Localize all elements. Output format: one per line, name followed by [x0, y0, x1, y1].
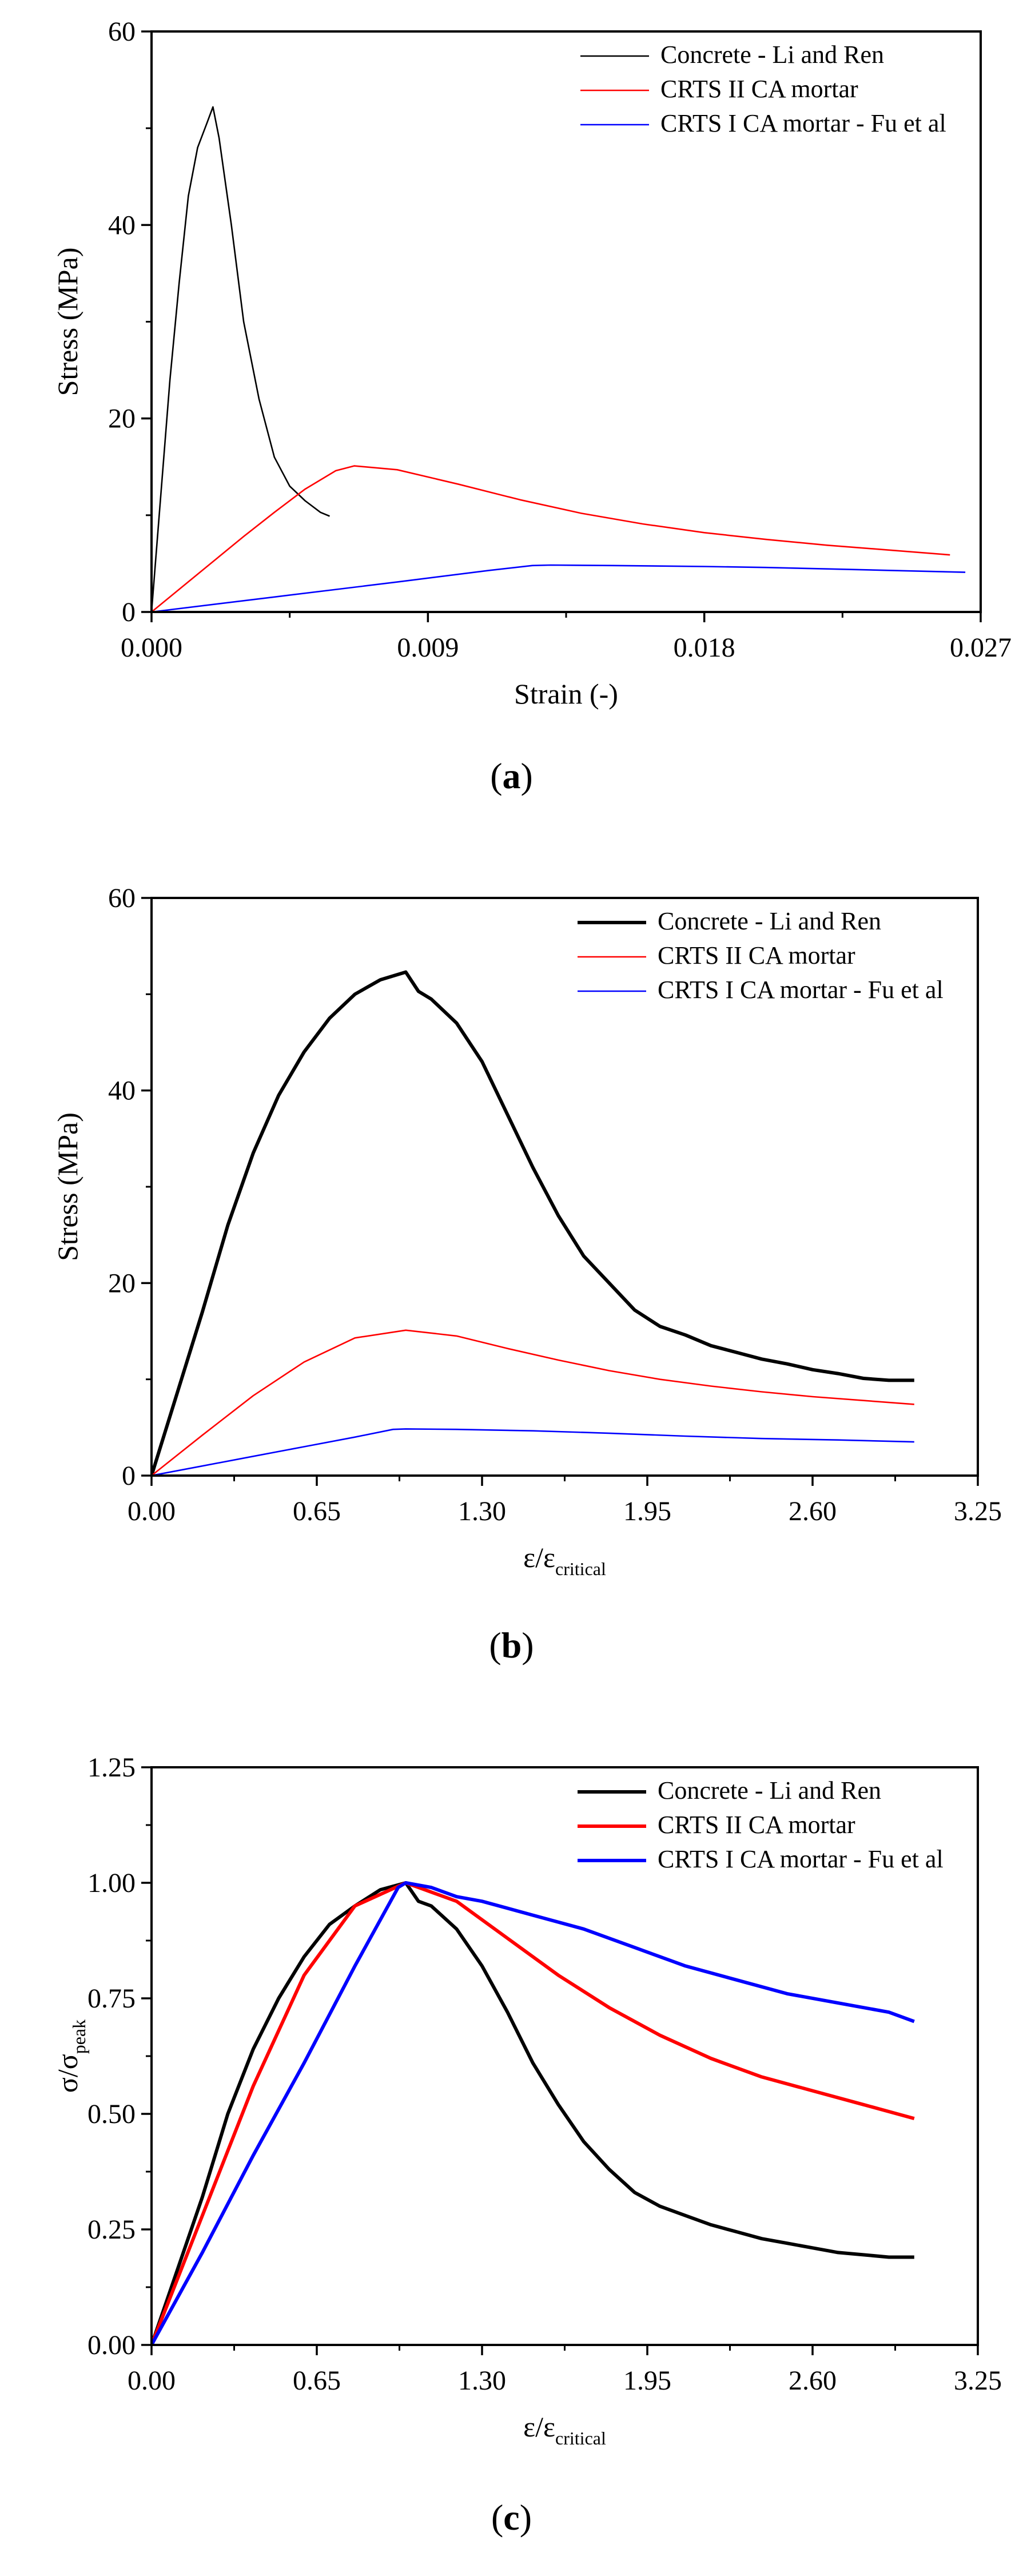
legend-entry: CRTS II CA mortar	[660, 75, 858, 103]
x-tick-label: 1.30	[458, 2366, 506, 2396]
y-tick-label: 60	[108, 883, 136, 913]
y-axis-label: σ/σpeak	[51, 2020, 89, 2093]
y-tick-label: 60	[108, 17, 136, 47]
legend: Concrete - Li and Ren CRTS II CA mortar CR…	[578, 1776, 944, 1873]
panel-b: 0.00 0.65 1.30 1.95 2.60 3.25 0 20 40 60 ε/εcritic…	[0, 858, 1023, 1681]
x-tick-label: 0.00	[128, 1496, 176, 1526]
legend-entry: CRTS I CA mortar - Fu et al	[660, 109, 946, 137]
y-tick-label: 1.25	[87, 1752, 136, 1783]
caption-b: (b)	[489, 1625, 534, 1665]
series-line-1	[152, 970, 914, 1476]
x-axis-label: ε/εcritical	[523, 1541, 606, 1579]
chart-b: 0.00 0.65 1.30 1.95 2.60 3.25 0 20 40 60 ε/εcritic…	[51, 883, 1002, 1579]
x-tick-label: 0.009	[397, 633, 459, 663]
series-line-2	[152, 1329, 914, 1476]
x-tick-label: 2.60	[789, 1496, 837, 1526]
series-line-2	[152, 465, 950, 612]
legend-entry: Concrete - Li and Ren	[658, 907, 881, 935]
y-tick-label: 0	[122, 597, 136, 627]
series-line-3	[152, 1881, 915, 2345]
y-tick-label: 20	[108, 1268, 136, 1298]
series-line-1	[152, 106, 330, 612]
caption-c: (c)	[491, 2497, 532, 2538]
y-tick-label: 1.00	[87, 1868, 136, 1898]
y-tick-label: 20	[108, 404, 136, 434]
x-tick-label: 3.25	[954, 2366, 1002, 2396]
x-tick-label: 3.25	[954, 1496, 1002, 1526]
y-tick-label: 0.50	[87, 2099, 136, 2129]
x-tick-label: 0.65	[293, 2366, 341, 2396]
caption-a: (a)	[490, 756, 533, 796]
legend-entry: CRTS II CA mortar	[658, 941, 855, 969]
y-axis-label: Stress (MPa)	[51, 1112, 83, 1261]
chart-a: 0.000 0.009 0.018 0.027 0 20 40 60 Strain (-) Str…	[51, 17, 1012, 710]
y-tick-label: 0.75	[87, 1983, 136, 2014]
legend-entry: CRTS I CA mortar - Fu et al	[658, 976, 944, 1004]
y-tick-label: 0.00	[87, 2330, 136, 2360]
x-tick-label: 0.027	[950, 633, 1012, 663]
legend: Concrete - Li and Ren CRTS II CA mortar CR…	[578, 907, 944, 1004]
x-tick-label: 0.000	[121, 633, 182, 663]
series-line-3	[152, 1428, 914, 1476]
y-tick-label: 0.25	[87, 2215, 136, 2245]
x-tick-label: 2.60	[789, 2366, 837, 2396]
y-tick-label: 40	[108, 1076, 136, 1106]
x-axis-label: ε/εcritical	[523, 2411, 606, 2448]
y-axis-label: Stress (MPa)	[51, 248, 83, 396]
x-tick-label: 1.95	[623, 2366, 671, 2396]
series-line-2	[152, 1881, 915, 2345]
y-tick-label: 40	[108, 210, 136, 240]
panel-c: 0.00 0.65 1.30 1.95 2.60 3.25 0.00 0.25 0.50 0.75…	[0, 1727, 1023, 2576]
legend-entry: CRTS II CA mortar	[658, 1811, 855, 1839]
panel-a: 0.000 0.009 0.018 0.027 0 20 40 60 Strain (-) Str…	[0, 0, 1023, 812]
series-line-3	[152, 564, 966, 612]
x-tick-label: 1.30	[458, 1496, 506, 1526]
legend: Concrete - Li and Ren CRTS II CA mortar CR…	[580, 41, 946, 137]
x-axis-label: Strain (-)	[514, 678, 618, 710]
series-line-1	[152, 1881, 914, 2345]
legend-entry: Concrete - Li and Ren	[658, 1776, 881, 1804]
x-tick-label: 0.65	[293, 1496, 341, 1526]
y-tick-label: 0	[122, 1461, 136, 1491]
x-tick-label: 0.00	[128, 2366, 176, 2396]
chart-c: 0.00 0.65 1.30 1.95 2.60 3.25 0.00 0.25 0.50 0.75…	[51, 1752, 1002, 2448]
legend-entry: Concrete - Li and Ren	[660, 41, 884, 69]
x-tick-label: 1.95	[623, 1496, 671, 1526]
x-tick-label: 0.018	[674, 633, 735, 663]
legend-entry: CRTS I CA mortar - Fu et al	[658, 1845, 944, 1873]
